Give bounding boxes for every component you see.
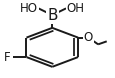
Text: O: O xyxy=(83,31,92,44)
Text: F: F xyxy=(4,51,11,64)
Text: HO: HO xyxy=(20,2,38,15)
Text: OH: OH xyxy=(66,2,84,15)
Text: B: B xyxy=(47,8,57,23)
